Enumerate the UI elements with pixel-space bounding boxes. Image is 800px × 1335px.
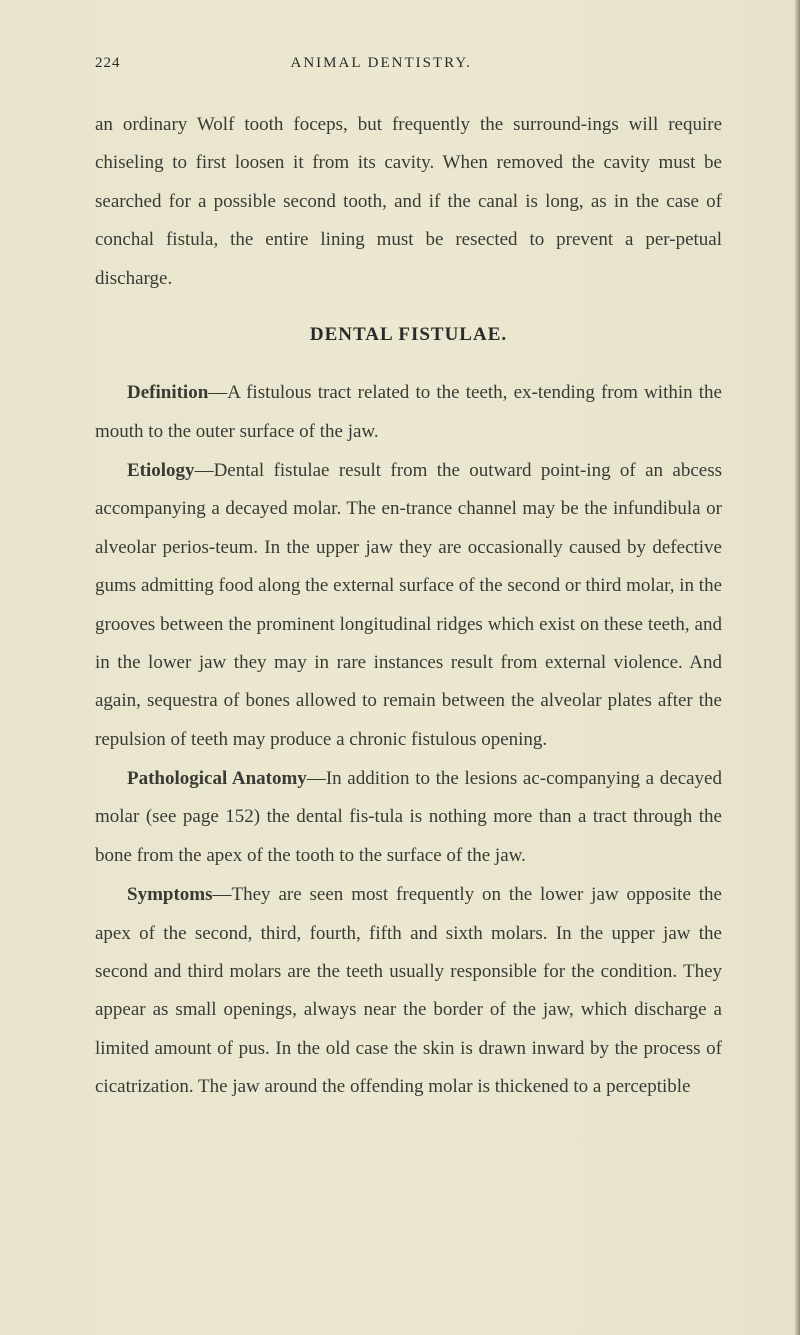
main-text: an ordinary Wolf tooth foceps, but frequ… [95, 106, 722, 1106]
etiology-run-in: Etiology [127, 460, 195, 481]
section-heading: DENTAL FISTULAE. [95, 316, 722, 354]
page-edge-shadow [794, 0, 800, 1335]
definition-run-in: Definition [127, 382, 208, 403]
page-number: 224 [95, 55, 121, 72]
definition-paragraph: Definition—A fistulous tract related to … [95, 374, 722, 451]
page-header: 224 ANIMAL DENTISTRY. [95, 55, 722, 72]
page-container: 224 ANIMAL DENTISTRY. an ordinary Wolf t… [0, 0, 800, 1335]
pathological-anatomy-run-in: Pathological Anatomy [127, 768, 307, 789]
symptoms-run-in: Symptoms [127, 884, 213, 905]
symptoms-text: —They are seen most frequently on the lo… [95, 884, 722, 1097]
running-title: ANIMAL DENTISTRY. [290, 55, 552, 72]
symptoms-paragraph: Symptoms—They are seen most frequently o… [95, 876, 722, 1106]
etiology-paragraph: Etiology—Dental fistulae result from the… [95, 452, 722, 759]
etiology-text: —Dental fistulae result from the outward… [95, 460, 722, 750]
intro-paragraph: an ordinary Wolf tooth foceps, but frequ… [95, 106, 722, 298]
pathological-anatomy-paragraph: Pathological Anatomy—In addition to the … [95, 760, 722, 875]
